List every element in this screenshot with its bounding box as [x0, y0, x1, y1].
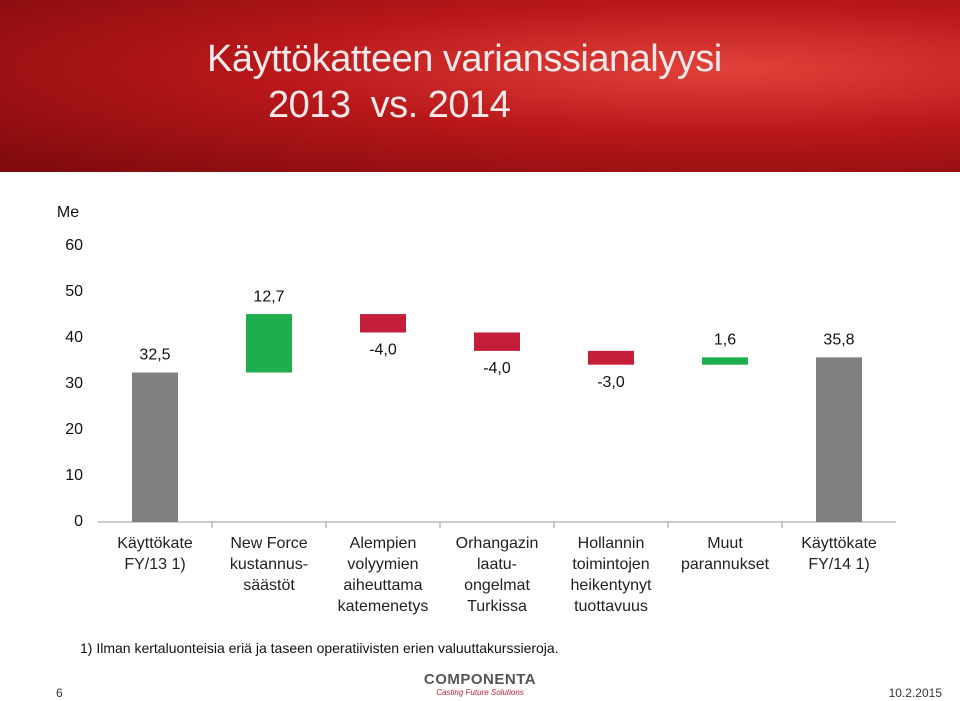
y-tick-label: 40: [65, 329, 83, 346]
y-tick-label: 50: [65, 283, 83, 300]
value-label: 12,7: [253, 288, 284, 305]
bar: [588, 350, 634, 365]
footnote: 1) Ilman kertaluonteisia eriä ja taseen …: [80, 640, 559, 656]
x-tick-label: Orhangazin laatu- ongelmat Turkissa: [455, 535, 539, 615]
x-tick-label: Käyttökate FY/13 1): [117, 535, 193, 573]
x-tick-label: Alempien volyymien aiheuttama katemenety…: [337, 535, 429, 615]
header-image: Käyttökatteen varianssianalyysi 2013 vs.…: [0, 0, 960, 172]
date: 10.2.2015: [888, 686, 942, 700]
title: 2013 vs. 2014: [268, 84, 511, 126]
x-tick-label: Hollannin toimintojen heikentynyt tuotta…: [570, 535, 652, 615]
value-label: -3,0: [597, 374, 625, 391]
y-axis-label: Me: [57, 204, 79, 221]
logo-name: COMPONENTA: [423, 671, 537, 688]
bar: [474, 332, 520, 351]
y-tick-label: 0: [74, 513, 83, 530]
bar: [246, 314, 292, 373]
bar: [132, 372, 178, 522]
x-tick-label: Muut parannukset: [680, 535, 770, 573]
bar: [702, 357, 748, 365]
y-tick-label: 30: [65, 375, 83, 392]
value-label: 35,8: [823, 332, 854, 349]
bar: [360, 314, 406, 333]
y-tick-label: 10: [65, 467, 83, 484]
bar: [816, 357, 862, 522]
value-label: 1,6: [714, 332, 736, 349]
x-tick-label: Käyttökate FY/14 1): [801, 535, 877, 573]
logo: COMPONENTA Casting Future Solutions: [420, 672, 540, 698]
value-label: 32,5: [139, 347, 170, 364]
y-tick-label: 20: [65, 421, 83, 438]
page-number: 6: [56, 686, 63, 700]
value-label: -4,0: [483, 360, 511, 377]
x-tick-label: New Force kustannus- säästöt: [229, 535, 309, 594]
y-tick-label: 60: [65, 237, 83, 254]
value-label: -4,0: [369, 342, 397, 359]
title: Käyttökatteen varianssianalyysi: [207, 38, 722, 80]
logo-tagline: Casting Future Solutions: [436, 688, 524, 697]
